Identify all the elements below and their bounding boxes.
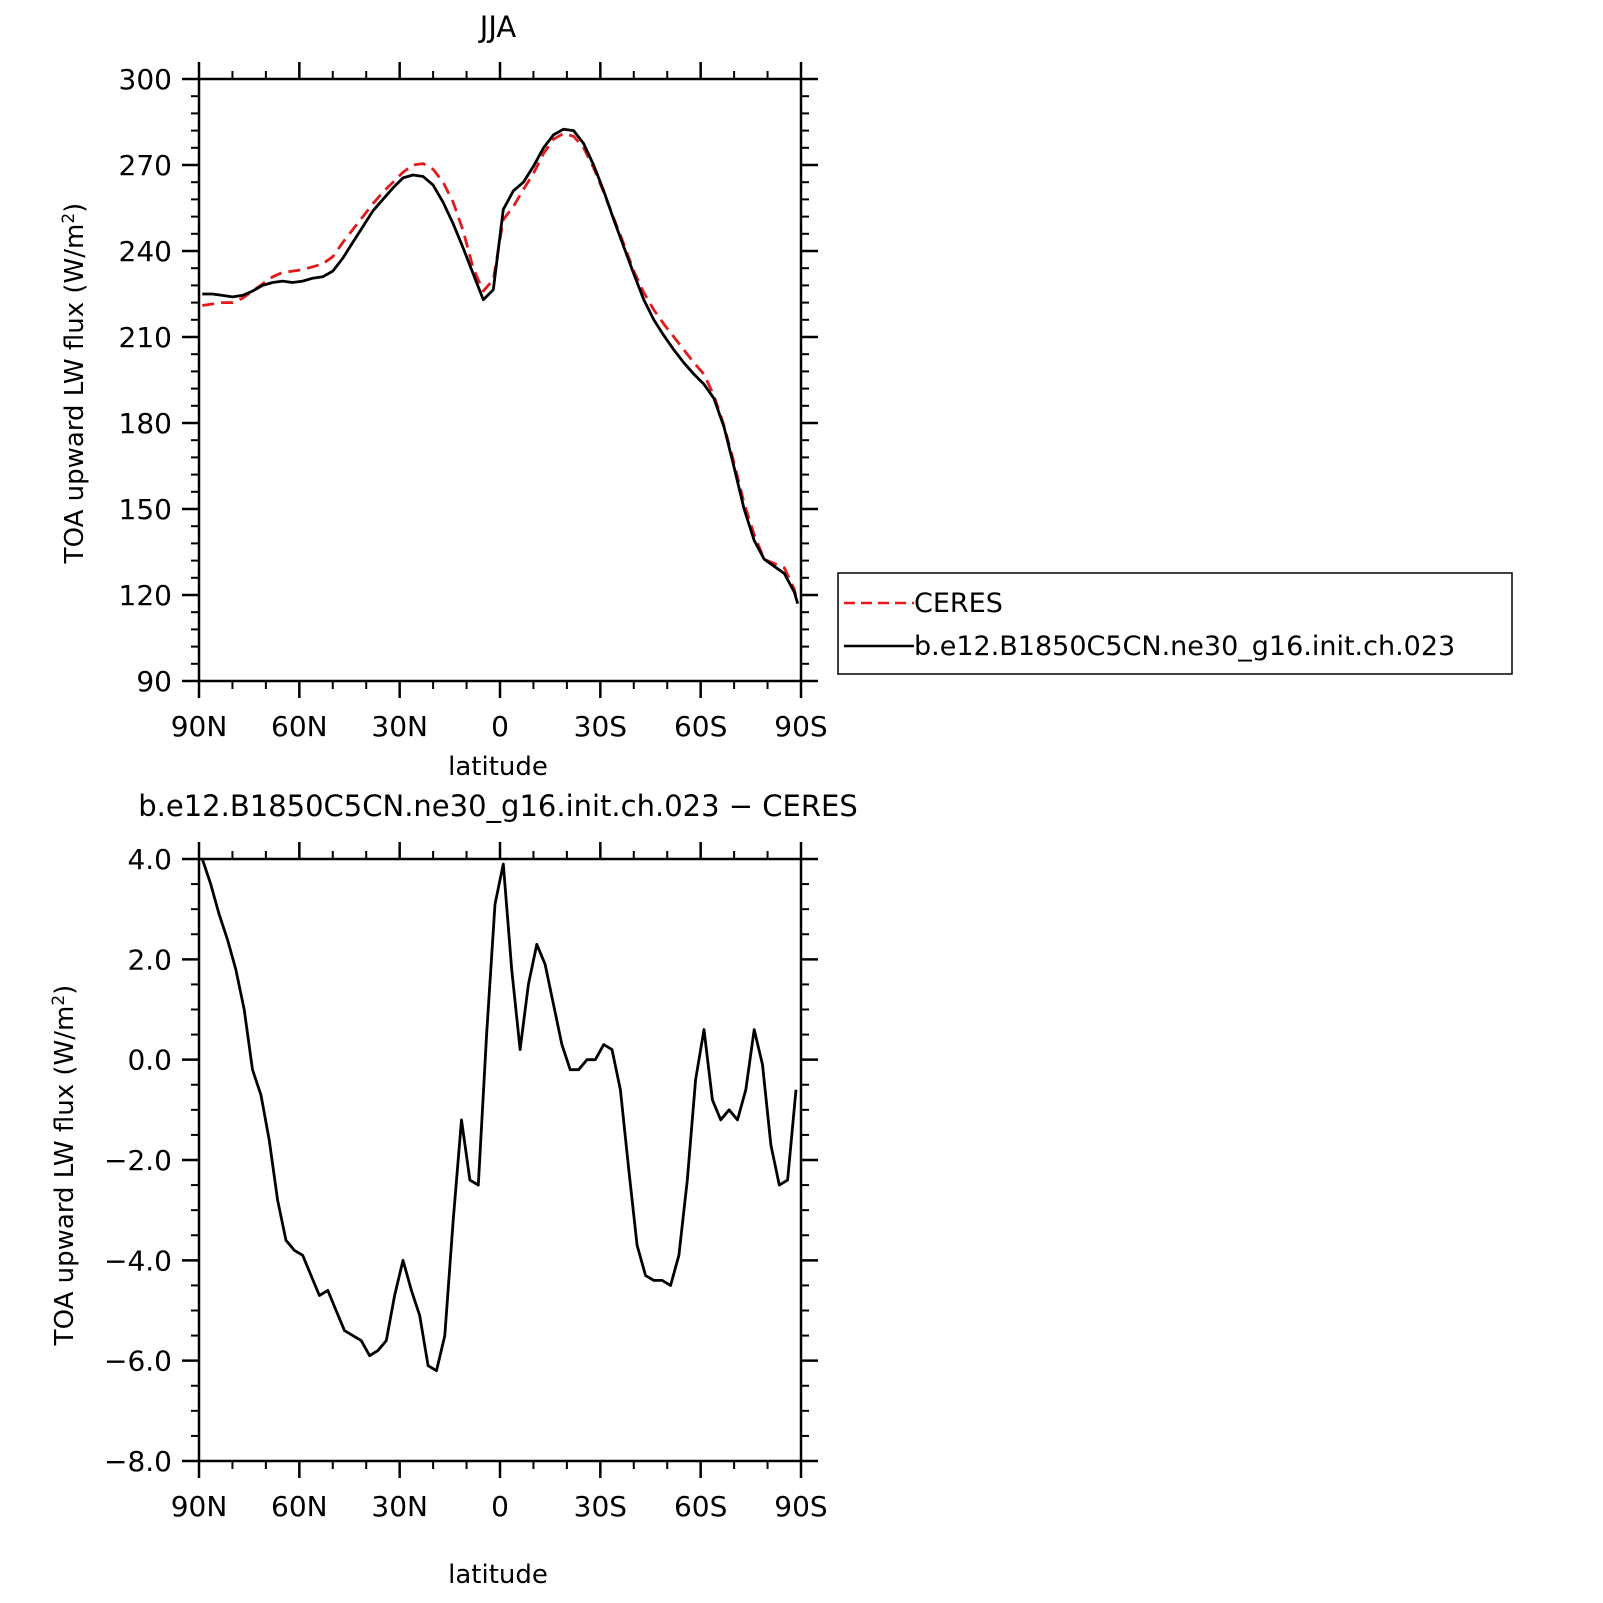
bottom-chart-x-axis-label: latitude <box>448 1560 548 1590</box>
top-x-tick-label: 60N <box>271 710 328 743</box>
bottom-y-tick-label: −6.0 <box>104 1345 172 1378</box>
top-x-tick-label: 90N <box>171 710 228 743</box>
top-x-tick-label: 90S <box>774 710 827 743</box>
top-y-tick-label: 300 <box>119 63 172 96</box>
legend-box <box>837 572 1513 675</box>
top-x-tick-label: 0 <box>491 710 509 743</box>
top-x-tick-label: 30N <box>371 710 428 743</box>
top-chart-marks: 90 120 150 180 210 240 270 300 90N 60N 30N 0 30S 60S 9… <box>119 62 828 743</box>
top-x-tick-label: 60S <box>674 710 727 743</box>
bottom-x-tick-label: 90S <box>774 1490 827 1523</box>
bottom-y-tick-label: 4.0 <box>127 843 172 876</box>
ceres-series-line <box>202 132 800 604</box>
top-y-tick-label: 270 <box>119 149 172 182</box>
bottom-chart-marks: −8.0 −6.0 −4.0 −2.0 0.0 2.0 4.0 90N 60N 30N 0 30S 60… <box>104 842 828 1523</box>
legend-label-model: b.e12.B1850C5CN.ne30_g16.init.ch.023 <box>914 631 1455 662</box>
bottom-x-tick-label: 90N <box>171 1490 228 1523</box>
bottom-x-tick-label: 0 <box>491 1490 509 1523</box>
legend-label-ceres: CERES <box>914 588 1003 619</box>
bottom-y-tick-label: 2.0 <box>127 943 172 976</box>
bottom-chart-y-axis-label: TOA upward LW flux (W/m2) <box>49 985 80 1347</box>
bottom-y-tick-label: −2.0 <box>104 1144 172 1177</box>
bottom-chart-panel: b.e12.B1850C5CN.ne30_g16.init.ch.023 − C… <box>49 789 858 1590</box>
bottom-x-tick-label: 60S <box>674 1490 727 1523</box>
top-y-tick-label: 240 <box>119 235 172 268</box>
difference-series-line <box>200 858 798 1373</box>
bottom-plot-frame <box>197 857 803 1463</box>
top-x-tick-label: 30S <box>574 710 627 743</box>
bottom-chart-title: b.e12.B1850C5CN.ne30_g16.init.ch.023 − C… <box>138 789 857 823</box>
top-y-tick-label: 180 <box>119 407 172 440</box>
bottom-y-tick-label: 0.0 <box>127 1044 172 1077</box>
bottom-y-tick-label: −8.0 <box>104 1445 172 1478</box>
top-chart-title: JJA <box>478 10 517 44</box>
bottom-x-tick-label: 60N <box>271 1490 328 1523</box>
top-y-tick-label: 150 <box>119 493 172 526</box>
top-y-tick-label: 90 <box>136 665 172 698</box>
bottom-x-tick-label: 30N <box>371 1490 428 1523</box>
bottom-y-tick-label: −4.0 <box>104 1244 172 1277</box>
top-y-tick-label: 120 <box>119 579 172 612</box>
bottom-x-tick-label: 30S <box>574 1490 627 1523</box>
legend: CERES b.e12.B1850C5CN.ne30_g16.init.ch.0… <box>837 572 1513 675</box>
top-y-tick-label: 210 <box>119 321 172 354</box>
model-series-line <box>202 127 800 604</box>
top-chart-x-axis-label: latitude <box>448 752 548 782</box>
top-chart-panel: JJA 90 120 150 180 210 240 270 300 90N 60N 30N 0 30S… <box>59 10 828 782</box>
top-chart-y-axis-label: TOA upward LW flux (W/m2) <box>59 203 90 565</box>
top-plot-frame <box>197 77 803 683</box>
